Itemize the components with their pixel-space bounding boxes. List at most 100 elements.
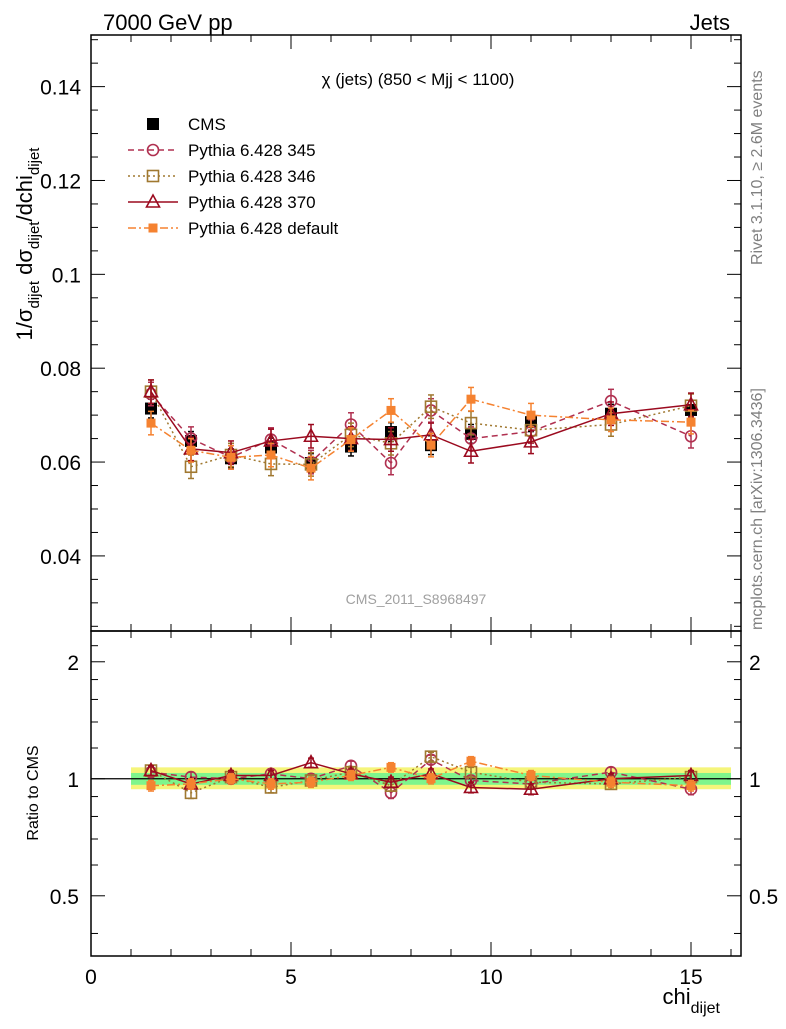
point-p346 bbox=[424, 400, 438, 413]
legend-item-p345: Pythia 6.428 345 bbox=[128, 141, 316, 160]
point-p370 bbox=[303, 427, 319, 443]
series-line-p345 bbox=[150, 393, 692, 465]
series-pdef bbox=[146, 755, 696, 792]
legend-label-cms: CMS bbox=[188, 115, 226, 134]
x-axis-label: chidijet bbox=[663, 984, 721, 1017]
series-line-pdef bbox=[150, 398, 692, 469]
point-pdef bbox=[306, 463, 316, 473]
ratio-y-tick-label-right: 2 bbox=[749, 652, 761, 675]
point-pdef bbox=[466, 394, 476, 404]
main-panel: 0.04 0.06 0.08 0.1 0.12 0.14 χ (jets) (850 < … bbox=[12, 34, 742, 632]
legend-marker-p345 bbox=[146, 143, 160, 157]
main-axis-ticks: 0.04 0.06 0.08 0.1 0.12 0.14 bbox=[40, 35, 741, 631]
legend-marker-cms bbox=[147, 118, 159, 130]
legend-item-p346: Pythia 6.428 346 bbox=[128, 167, 316, 186]
point-pdef bbox=[146, 418, 156, 428]
y-label-part: dσ bbox=[12, 249, 37, 281]
point-pdef bbox=[686, 781, 696, 791]
header-right: Jets bbox=[690, 10, 730, 35]
point-p370 bbox=[463, 442, 479, 458]
y-tick-label: 0.04 bbox=[40, 546, 81, 569]
point-pdef bbox=[186, 779, 196, 789]
point-pdef bbox=[226, 452, 236, 462]
point-pdef bbox=[386, 405, 396, 415]
y-tick-label: 0.08 bbox=[40, 358, 81, 381]
legend-label-pdef: Pythia 6.428 default bbox=[188, 219, 339, 238]
point-p370 bbox=[143, 382, 159, 398]
x-tick-label: 5 bbox=[285, 966, 297, 989]
y-label-sub: dijet bbox=[26, 280, 43, 308]
point-pdef bbox=[686, 417, 696, 427]
header-left: 7000 GeV pp bbox=[103, 10, 233, 35]
point-pdef bbox=[426, 774, 436, 784]
point-pdef bbox=[386, 762, 396, 772]
point-p370 bbox=[143, 761, 159, 777]
ratio-data-layer bbox=[143, 750, 699, 800]
y-tick-label: 0.1 bbox=[52, 264, 81, 287]
point-p345 bbox=[384, 456, 398, 470]
y-tick-label: 0.12 bbox=[40, 170, 81, 193]
ratio-y-tick-label: 2 bbox=[67, 652, 79, 675]
legend-item-p370: Pythia 6.428 370 bbox=[128, 193, 316, 212]
point-pdef bbox=[466, 756, 476, 766]
point-pdef bbox=[346, 770, 356, 780]
series-line-p370 bbox=[150, 761, 692, 790]
x-axis-label-main: chi bbox=[663, 984, 691, 1009]
rivet-label: Rivet 3.1.10, ≥ 2.6M events bbox=[749, 70, 766, 265]
series-line-p370 bbox=[150, 391, 692, 454]
legend-label-p370: Pythia 6.428 370 bbox=[188, 193, 316, 212]
y-label-sub: dijet bbox=[26, 221, 43, 249]
main-data-layer bbox=[143, 379, 699, 481]
x-axis-label-sub: dijet bbox=[691, 1000, 721, 1017]
point-pdef bbox=[426, 440, 436, 450]
ratio-y-tick-label: 1 bbox=[67, 769, 79, 792]
point-p346 bbox=[464, 765, 478, 779]
watermark: CMS_2011_S8968497 bbox=[346, 591, 487, 607]
point-p370 bbox=[523, 433, 539, 448]
main-title: χ (jets) (850 < Mjj < 1100) bbox=[322, 70, 515, 89]
ratio-y-axis-label: Ratio to CMS bbox=[25, 745, 42, 840]
point-pdef bbox=[526, 770, 536, 780]
point-p370 bbox=[523, 780, 539, 796]
ratio-panel: 0 5 10 15 0.5 0.5 1 1 2 2 Ratio to CMS chidijet bbox=[25, 630, 778, 1017]
ratio-frame bbox=[90, 630, 742, 957]
x-tick-label: 15 bbox=[679, 966, 702, 989]
point-pdef bbox=[146, 781, 156, 791]
legend-label-p346: Pythia 6.428 346 bbox=[188, 167, 316, 186]
point-pdef bbox=[266, 450, 276, 460]
point-p370 bbox=[383, 430, 399, 446]
point-pdef bbox=[186, 445, 196, 455]
legend-label-p345: Pythia 6.428 345 bbox=[188, 141, 316, 160]
point-p370 bbox=[383, 773, 399, 788]
point-pdef bbox=[266, 779, 276, 789]
series-line-pdef bbox=[150, 760, 692, 787]
mcplots-label: mcplots.cern.ch [arXiv:1306.3436] bbox=[749, 388, 766, 630]
series-pdef bbox=[146, 386, 696, 481]
point-pdef bbox=[346, 435, 356, 445]
point-pdef bbox=[306, 777, 316, 787]
ratio-axis-ticks: 0 5 10 15 0.5 0.5 1 1 2 2 bbox=[50, 631, 778, 989]
y-label-part: /dchi bbox=[12, 175, 37, 221]
y-tick-label: 0.06 bbox=[40, 452, 81, 475]
legend-marker-p346 bbox=[146, 169, 160, 183]
point-pdef bbox=[226, 774, 236, 784]
point-p370 bbox=[463, 778, 479, 794]
point-p370 bbox=[303, 754, 319, 769]
point-pdef bbox=[606, 415, 616, 425]
legend-item-cms: CMS bbox=[147, 115, 226, 134]
ratio-y-tick-label: 0.5 bbox=[50, 886, 79, 909]
y-label-sub: dijet bbox=[26, 147, 43, 175]
y-tick-label: 0.14 bbox=[40, 77, 81, 100]
ratio-y-tick-label-right: 1 bbox=[749, 769, 761, 792]
ratio-y-tick-label-right: 0.5 bbox=[749, 886, 778, 909]
point-p346 bbox=[424, 750, 438, 763]
y-label-part: 1/σ bbox=[12, 308, 37, 340]
legend-marker-p370 bbox=[145, 193, 161, 208]
main-y-axis-label: 1/σdijet dσdijet/dchidijet bbox=[12, 147, 43, 341]
point-pdef bbox=[606, 777, 616, 787]
legend: CMS Pythia 6.428 345 Pythia 6.428 346 Pythi… bbox=[128, 115, 339, 238]
x-tick-label: 0 bbox=[85, 966, 97, 989]
point-p346 bbox=[464, 416, 478, 430]
x-tick-label: 10 bbox=[479, 966, 502, 989]
